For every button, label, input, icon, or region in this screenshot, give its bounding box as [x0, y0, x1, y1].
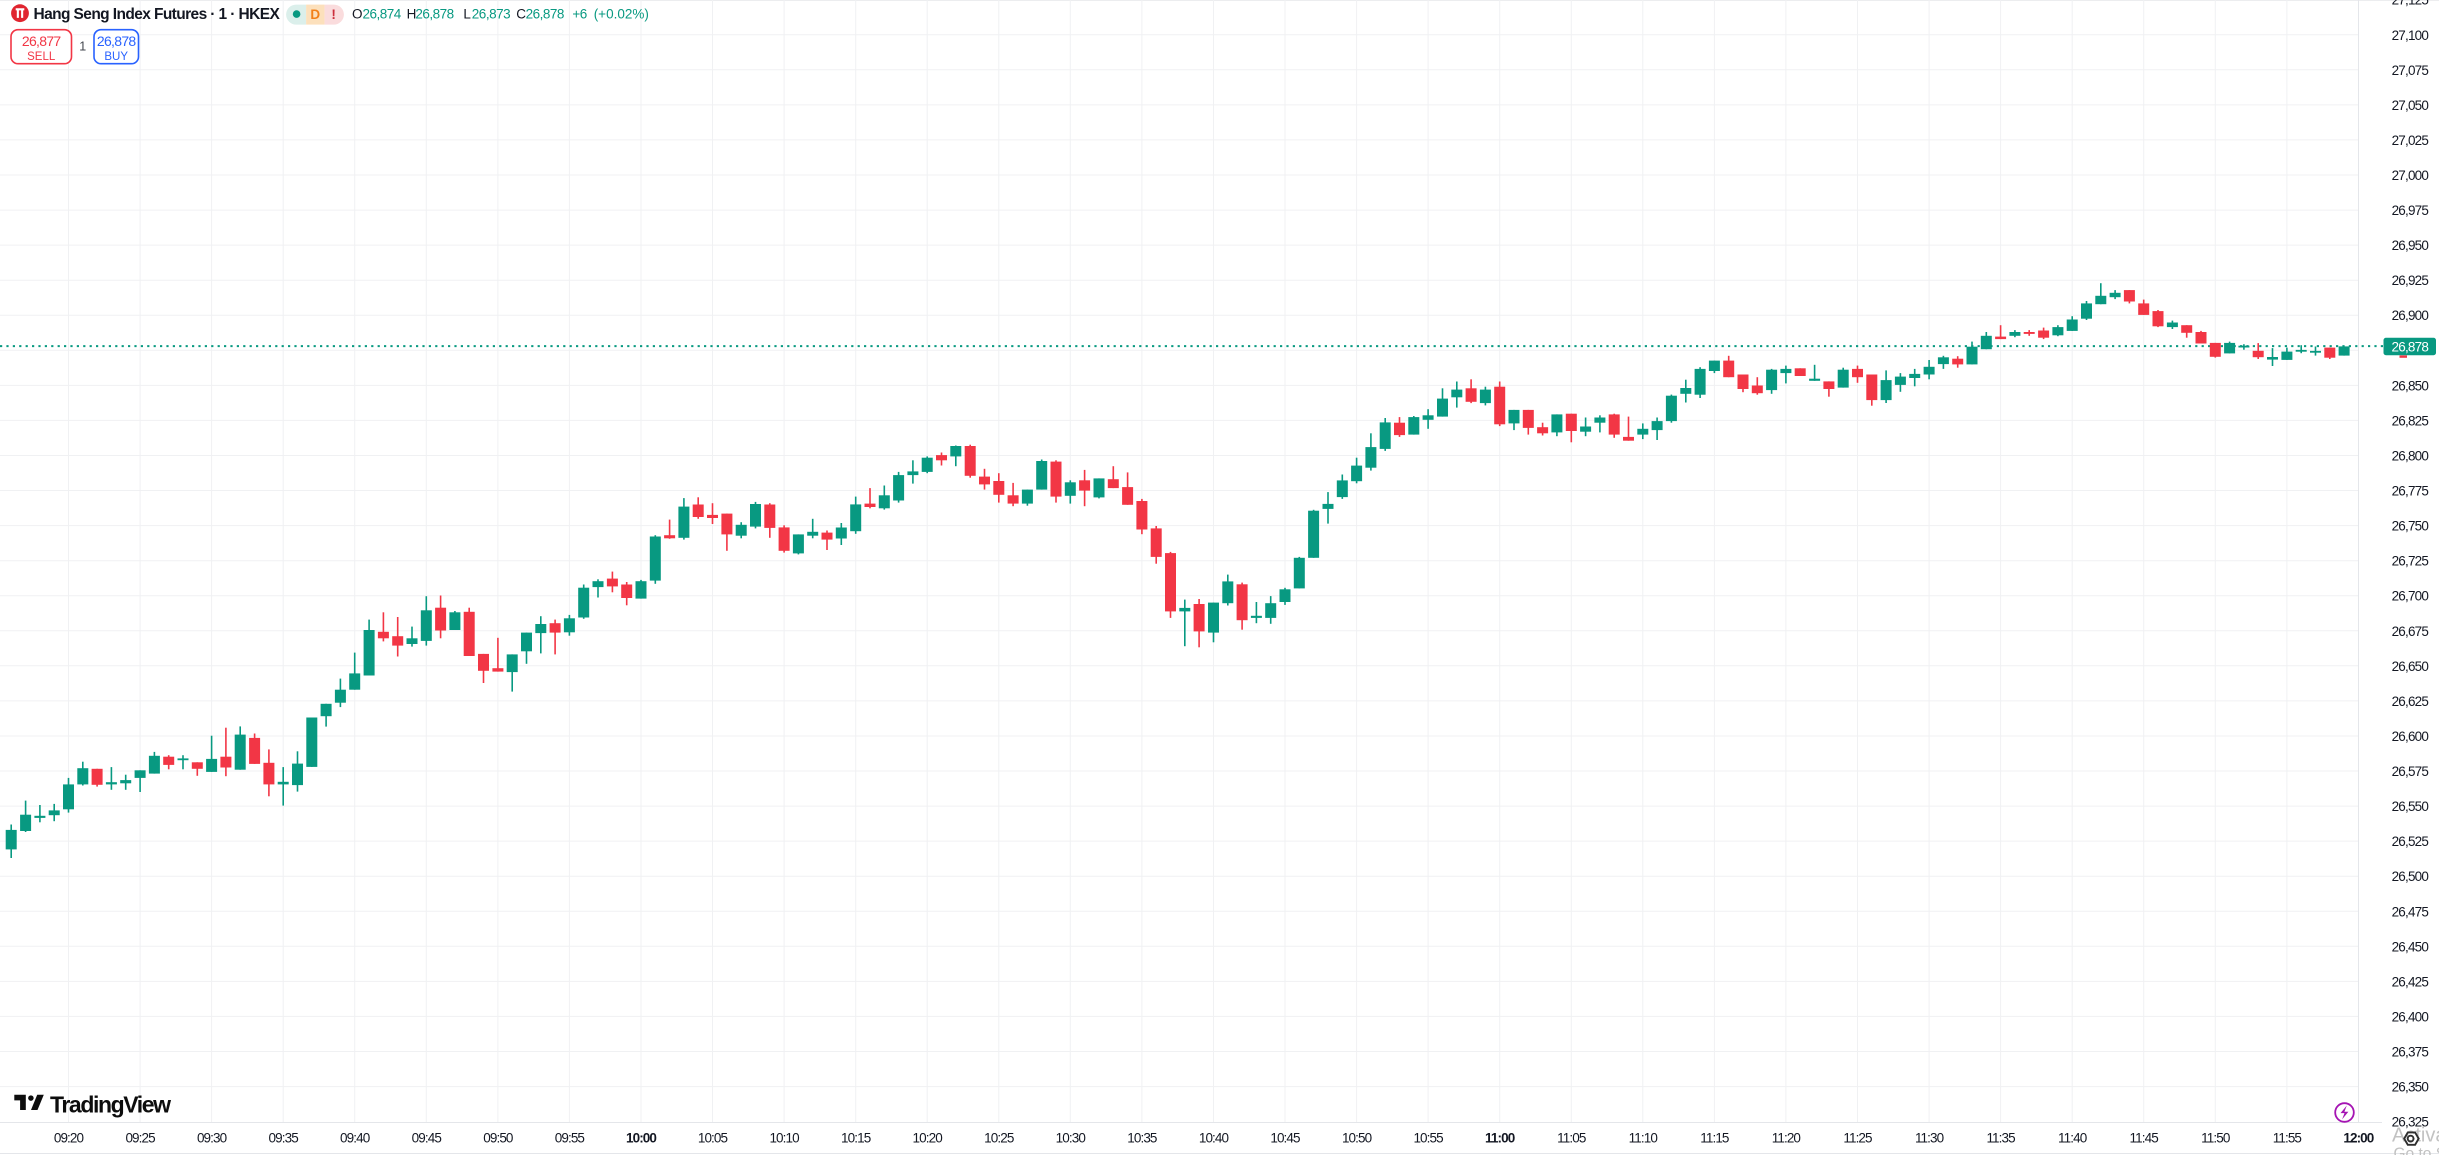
- svg-text:10:10: 10:10: [769, 1131, 799, 1146]
- svg-text:26,775: 26,775: [2392, 484, 2429, 499]
- svg-text:26,625: 26,625: [2392, 694, 2429, 709]
- svg-text:09:25: 09:25: [125, 1131, 155, 1146]
- svg-text:09:20: 09:20: [54, 1131, 84, 1146]
- svg-text:27,075: 27,075: [2392, 63, 2429, 78]
- svg-text:26,475: 26,475: [2392, 904, 2429, 919]
- svg-text:26,375: 26,375: [2392, 1045, 2429, 1060]
- svg-text:09:50: 09:50: [483, 1131, 513, 1146]
- svg-text:09:30: 09:30: [197, 1131, 227, 1146]
- svg-text:27,000: 27,000: [2392, 168, 2429, 183]
- svg-text:26,725: 26,725: [2392, 554, 2429, 569]
- svg-text:10:00: 10:00: [626, 1131, 656, 1146]
- svg-text:26,950: 26,950: [2392, 238, 2429, 253]
- svg-text:26,878: 26,878: [97, 33, 137, 49]
- svg-text:26,575: 26,575: [2392, 764, 2429, 779]
- svg-text:10:15: 10:15: [841, 1131, 871, 1146]
- svg-text:26,350: 26,350: [2392, 1080, 2429, 1095]
- svg-text:11:20: 11:20: [1772, 1131, 1801, 1146]
- svg-text:26,874: 26,874: [363, 7, 402, 22]
- svg-text:26,975: 26,975: [2392, 203, 2429, 218]
- svg-text:09:35: 09:35: [269, 1131, 299, 1146]
- svg-text:26,700: 26,700: [2392, 589, 2429, 604]
- svg-text:26,850: 26,850: [2392, 378, 2429, 393]
- svg-text:26,750: 26,750: [2392, 519, 2429, 534]
- svg-text:26,400: 26,400: [2392, 1009, 2429, 1024]
- svg-text:26,650: 26,650: [2392, 659, 2429, 674]
- svg-text:26,675: 26,675: [2392, 624, 2429, 639]
- svg-text:10:05: 10:05: [698, 1131, 728, 1146]
- svg-text:09:45: 09:45: [412, 1131, 442, 1146]
- svg-text:26,500: 26,500: [2392, 869, 2429, 884]
- svg-text:11:40: 11:40: [2058, 1131, 2087, 1146]
- svg-text:26,450: 26,450: [2392, 939, 2429, 954]
- svg-text:26,550: 26,550: [2392, 799, 2429, 814]
- svg-text:10:50: 10:50: [1342, 1131, 1372, 1146]
- svg-text:26,925: 26,925: [2392, 273, 2429, 288]
- svg-text:11:35: 11:35: [1986, 1131, 2015, 1146]
- svg-text:11:25: 11:25: [1843, 1131, 1872, 1146]
- svg-text:09:55: 09:55: [555, 1131, 585, 1146]
- svg-text:10:30: 10:30: [1056, 1131, 1086, 1146]
- svg-text:11:00: 11:00: [1485, 1131, 1515, 1146]
- svg-text:10:45: 10:45: [1270, 1131, 1300, 1146]
- svg-text:26,878: 26,878: [415, 7, 453, 22]
- svg-text:26,825: 26,825: [2392, 413, 2429, 428]
- svg-text:11:05: 11:05: [1557, 1131, 1586, 1146]
- svg-text:10:35: 10:35: [1127, 1131, 1157, 1146]
- svg-text:26,525: 26,525: [2392, 834, 2429, 849]
- svg-text:26,877: 26,877: [22, 33, 62, 49]
- svg-text:26,873: 26,873: [472, 7, 510, 22]
- svg-text:(+0.02%): (+0.02%): [594, 7, 649, 22]
- svg-text:11:50: 11:50: [2201, 1131, 2230, 1146]
- svg-text:10:40: 10:40: [1199, 1131, 1229, 1146]
- svg-text:10:55: 10:55: [1413, 1131, 1443, 1146]
- svg-text:11:45: 11:45: [2130, 1131, 2159, 1146]
- svg-text:11:15: 11:15: [1700, 1131, 1729, 1146]
- svg-text:11:55: 11:55: [2273, 1131, 2302, 1146]
- svg-text:10:25: 10:25: [984, 1131, 1014, 1146]
- svg-text:BUY: BUY: [104, 51, 128, 63]
- svg-text:Go to Settings to act: Go to Settings to act: [2394, 1146, 2439, 1156]
- svg-text:27,025: 27,025: [2392, 133, 2429, 148]
- svg-text:27,050: 27,050: [2392, 98, 2429, 113]
- svg-text:TradingView: TradingView: [50, 1092, 171, 1118]
- svg-text:26,425: 26,425: [2392, 974, 2429, 989]
- svg-text:27,100: 27,100: [2392, 28, 2429, 43]
- svg-text:27,125: 27,125: [2392, 0, 2429, 8]
- svg-text:+6: +6: [572, 7, 586, 22]
- svg-text:11:10: 11:10: [1629, 1131, 1658, 1146]
- svg-text:26,600: 26,600: [2392, 729, 2429, 744]
- svg-text:!: !: [331, 7, 336, 22]
- svg-text:1: 1: [79, 40, 86, 54]
- svg-text:Hang Seng Index Futures · 1 ·: Hang Seng Index Futures · 1 · HKEX: [34, 6, 281, 23]
- svg-text:L: L: [463, 7, 471, 22]
- svg-text:26,900: 26,900: [2392, 308, 2429, 323]
- svg-text:10:20: 10:20: [913, 1131, 943, 1146]
- svg-text:26,878: 26,878: [2392, 340, 2429, 355]
- svg-text:12:00: 12:00: [2343, 1131, 2373, 1146]
- svg-text:26,878: 26,878: [526, 7, 564, 22]
- svg-text:O: O: [352, 7, 362, 22]
- svg-text:11:30: 11:30: [1915, 1131, 1944, 1146]
- svg-text:09:40: 09:40: [340, 1131, 370, 1146]
- svg-text:26,800: 26,800: [2392, 449, 2429, 464]
- svg-text:SELL: SELL: [27, 51, 56, 63]
- svg-text:D: D: [310, 7, 320, 22]
